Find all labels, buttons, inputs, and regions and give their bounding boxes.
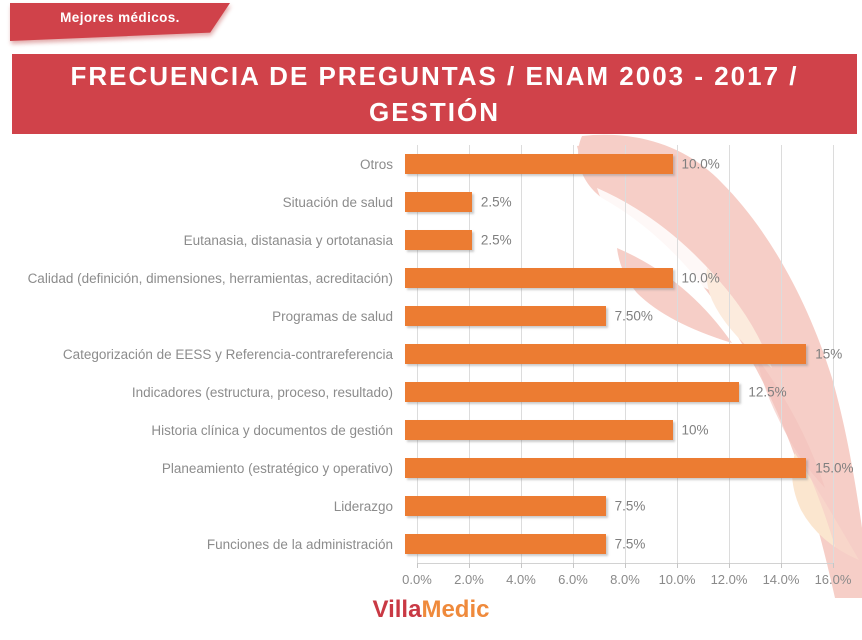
value-label: 7.5% <box>614 498 646 514</box>
axis-tick-label: 16.0% <box>814 572 852 587</box>
axis-tick <box>729 563 730 568</box>
chart-row: Planeamiento (estratégico y operativo) 15… <box>0 449 854 487</box>
axis-tick <box>573 563 574 568</box>
chart-row: Programas de salud 7.50% <box>0 297 833 335</box>
bar <box>405 230 472 250</box>
bar <box>405 420 673 440</box>
chart-row: Indicadores (estructura, proceso, result… <box>0 373 833 411</box>
bar <box>405 154 673 174</box>
page-title-line-2: GESTIÓN <box>368 97 500 127</box>
value-label: 10.0% <box>681 156 720 172</box>
axis-tick-label: 0.0% <box>402 572 432 587</box>
category-label: Eutanasia, distanasia y ortotanasia <box>183 232 393 248</box>
category-label: Otros <box>359 156 393 172</box>
value-label: 15.0% <box>815 460 854 476</box>
bar-track: 2.5% <box>405 192 833 212</box>
bar-track: 15% <box>405 344 842 364</box>
bar-chart: 0.0% 2.0% 4.0% 6.0% 8.0% 10.0% 12.0% 14.0% 16.0%… <box>0 145 862 610</box>
category-label: Situación de salud <box>282 194 393 210</box>
logo-text-villa: Villa <box>372 596 422 623</box>
brand-ribbon: Mejores médicos. <box>10 3 230 41</box>
logo-text-medic: Medic <box>421 596 490 623</box>
axis-tick <box>625 563 626 568</box>
bar-track: 7.50% <box>405 306 833 326</box>
value-label: 7.50% <box>614 308 653 324</box>
bar <box>405 458 807 478</box>
chart-row: Eutanasia, distanasia y ortotanasia 2.5% <box>0 221 833 259</box>
bar-track: 10% <box>405 420 833 440</box>
bar-track: 2.5% <box>405 230 833 250</box>
category-label: Funciones de la administración <box>206 536 393 552</box>
page-title-line-1: FRECUENCIA DE PREGUNTAS / ENAM 2003 - 20… <box>70 61 799 91</box>
axis-tick-label: 6.0% <box>558 572 588 587</box>
axis-tick-label: 2.0% <box>454 572 484 587</box>
value-label: 7.5% <box>614 536 646 552</box>
chart-row: Otros 10.0% <box>0 145 833 183</box>
category-label: Planeamiento (estratégico y operativo) <box>161 460 393 476</box>
bar-track: 12.5% <box>405 382 833 402</box>
brand-ribbon-label: Mejores médicos. <box>60 10 180 25</box>
category-label: Indicadores (estructura, proceso, result… <box>131 384 393 400</box>
chart-row: Funciones de la administración 7.5% <box>0 525 833 563</box>
category-label: Historia clínica y documentos de gestión <box>151 422 393 438</box>
axis-tick-label: 10.0% <box>658 572 696 587</box>
chart-row: Liderazgo 7.5% <box>0 487 833 525</box>
axis-tick <box>781 563 782 568</box>
bar <box>405 192 472 212</box>
value-label: 2.5% <box>480 194 512 210</box>
villamedic-logo: VillaMedic <box>0 596 862 624</box>
axis-tick <box>469 563 470 568</box>
bar-track: 10.0% <box>405 154 833 174</box>
bar-track: 10.0% <box>405 268 833 288</box>
bar-track: 15.0% <box>405 458 854 478</box>
chart-row: Situación de salud 2.5% <box>0 183 833 221</box>
value-label: 2.5% <box>480 232 512 248</box>
chart-row: Historia clínica y documentos de gestión… <box>0 411 833 449</box>
chart-rows: Otros 10.0% Situación de salud 2.5% Eutanasi… <box>0 145 854 563</box>
gridline <box>833 145 834 563</box>
axis-tick-label: 12.0% <box>710 572 748 587</box>
axis-tick <box>677 563 678 568</box>
axis-tick <box>417 563 418 568</box>
chart-row: Categorización de EESS y Referencia-cont… <box>0 335 842 373</box>
category-label: Programas de salud <box>272 308 393 324</box>
category-label: Categorización de EESS y Referencia-cont… <box>62 346 393 362</box>
bar-track: 7.5% <box>405 534 833 554</box>
value-label: 12.5% <box>748 384 787 400</box>
value-label: 10% <box>681 422 709 438</box>
axis-tick <box>833 563 834 568</box>
category-label: Calidad (definición, dimensiones, herram… <box>27 270 393 286</box>
value-label: 10.0% <box>681 270 720 286</box>
category-label: Liderazgo <box>333 498 393 514</box>
axis-tick-label: 4.0% <box>506 572 536 587</box>
chart-row: Calidad (definición, dimensiones, herram… <box>0 259 833 297</box>
bar <box>405 496 606 516</box>
title-banner: FRECUENCIA DE PREGUNTAS / ENAM 2003 - 20… <box>12 54 857 134</box>
axis-tick-label: 8.0% <box>610 572 640 587</box>
axis-tick <box>521 563 522 568</box>
bar <box>405 344 807 364</box>
bar <box>405 382 740 402</box>
bar <box>405 534 606 554</box>
value-label: 15% <box>815 346 843 362</box>
axis-tick-label: 14.0% <box>762 572 800 587</box>
bar-track: 7.5% <box>405 496 833 516</box>
bar <box>405 306 606 326</box>
bar <box>405 268 673 288</box>
